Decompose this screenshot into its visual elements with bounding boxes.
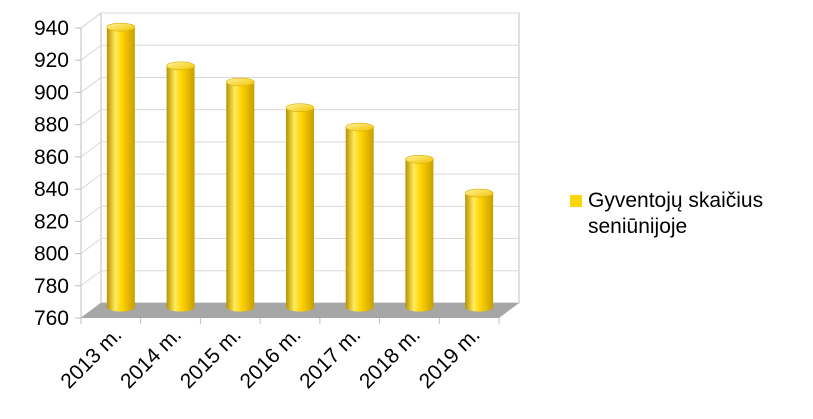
y-tick-label: 940 xyxy=(34,17,69,40)
bar-body xyxy=(345,127,374,312)
bar-body xyxy=(465,193,494,312)
x-tick-label: 2019 m. xyxy=(415,323,485,393)
legend: Gyventojų skaičius seniūnijoje xyxy=(570,188,810,240)
bar-cap xyxy=(345,122,375,132)
x-tick-label: 2017 m. xyxy=(295,323,365,393)
bar-body xyxy=(286,107,314,312)
bar xyxy=(285,103,315,312)
x-tick-label: 2015 m. xyxy=(176,323,246,393)
gridline-side xyxy=(80,44,102,61)
y-tick-label: 880 xyxy=(34,114,69,137)
x-tick-label: 2013 m. xyxy=(56,323,126,393)
bar-body xyxy=(226,81,255,312)
x-tick-label: 2018 m. xyxy=(355,323,425,393)
bars-group xyxy=(106,22,494,312)
bar xyxy=(464,188,494,312)
gridline-side xyxy=(80,141,102,158)
y-axis-ticks: 760 780 800 820 840 860 880 900 920 940 xyxy=(34,17,81,330)
bar-cap xyxy=(464,188,494,198)
bar xyxy=(405,154,434,312)
bar xyxy=(225,77,255,312)
gridline-side xyxy=(80,270,102,287)
y-tick-label: 860 xyxy=(34,146,69,169)
x-tick-label: 2014 m. xyxy=(116,323,186,393)
gridline-side xyxy=(80,77,102,93)
bar-body xyxy=(166,65,195,312)
gridline-side xyxy=(80,173,102,190)
bar xyxy=(106,22,136,312)
gridline-side xyxy=(80,109,102,126)
side-wall xyxy=(80,12,102,319)
gridline-side xyxy=(80,12,102,29)
bar-cap xyxy=(225,77,255,87)
x-axis-ticks: 2013 m.2014 m.2015 m.2016 m.2017 m.2018 … xyxy=(56,318,500,393)
x-tick-label: 2016 m. xyxy=(236,323,306,393)
gridline-side xyxy=(80,205,102,222)
y-tick-label: 780 xyxy=(34,275,69,298)
y-tick-label: 900 xyxy=(34,81,69,104)
gridline-side xyxy=(80,238,102,254)
bar-cap xyxy=(166,61,195,71)
bar xyxy=(345,122,375,312)
legend-swatch xyxy=(570,195,582,207)
y-tick-label: 840 xyxy=(34,178,69,201)
legend-series-label: Gyventojų skaičius seniūnijoje xyxy=(588,189,764,238)
bar-body xyxy=(106,27,135,312)
y-tick-label: 820 xyxy=(34,210,69,233)
bar-body xyxy=(405,159,434,312)
y-tick-label: 760 xyxy=(34,307,69,330)
bar-cap xyxy=(405,154,434,164)
bar-cap xyxy=(285,103,315,113)
y-tick-label: 920 xyxy=(34,49,69,72)
bar xyxy=(166,61,195,312)
bar-cap xyxy=(106,22,136,32)
y-tick-label: 800 xyxy=(34,243,69,266)
